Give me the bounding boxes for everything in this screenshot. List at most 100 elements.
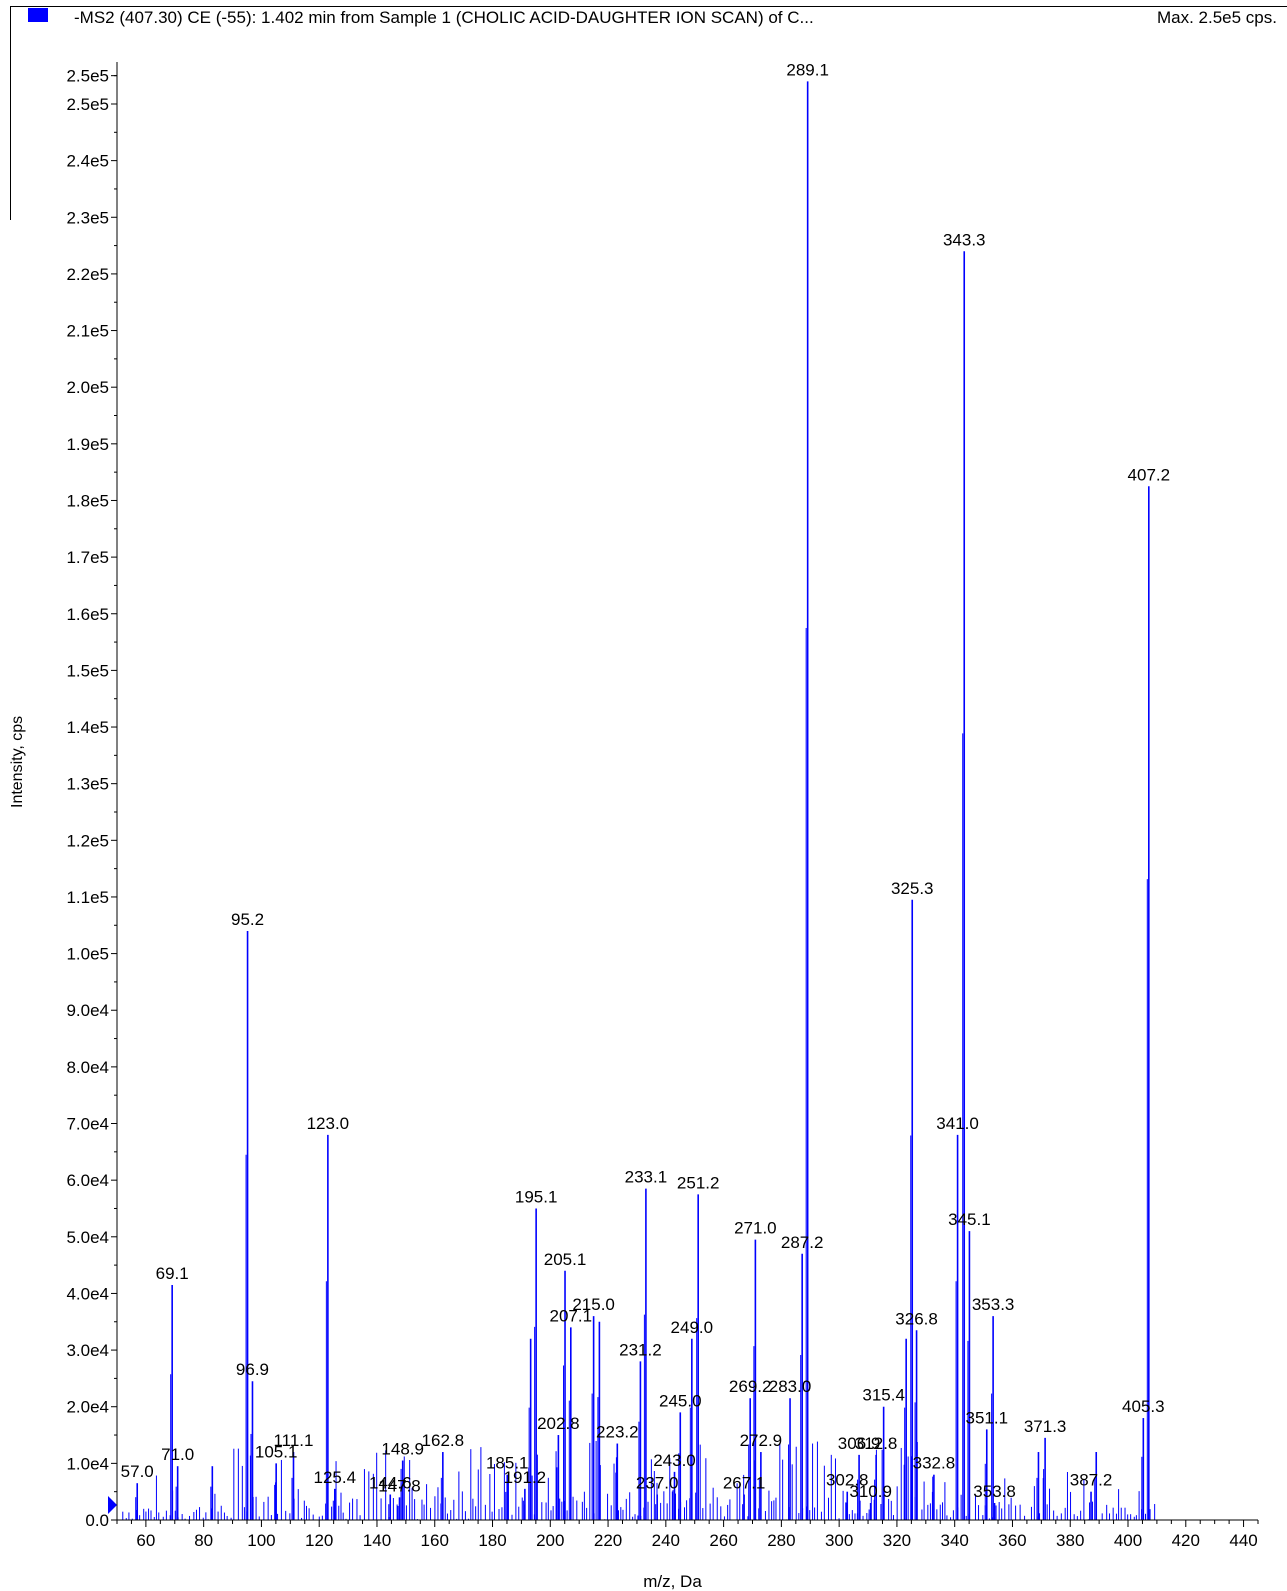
y-tick-label: 1.4e5 (66, 718, 109, 737)
y-tick-label: 1.0e5 (66, 945, 109, 964)
peak-label: 353.8 (973, 1482, 1016, 1501)
peak-label: 69.1 (156, 1264, 189, 1283)
x-tick-label: 140 (363, 1531, 391, 1550)
left-rule (10, 6, 11, 220)
y-tick-label: 1.6e5 (66, 605, 109, 624)
peak-label: 345.1 (948, 1210, 991, 1229)
peak-label: 191.2 (504, 1468, 547, 1487)
peak-label: 125.4 (314, 1468, 357, 1487)
peak-label: 223.2 (596, 1423, 639, 1442)
cursor-marker-icon (108, 1496, 117, 1514)
peak-label: 245.0 (659, 1391, 702, 1410)
y-tick-label: 2.2e5 (66, 265, 109, 284)
y-tick-label: 3.0e4 (66, 1341, 109, 1360)
peak-label: 407.2 (1128, 465, 1171, 484)
top-rule (10, 6, 1287, 7)
x-tick-label: 80 (194, 1531, 213, 1550)
peak-label: 251.2 (677, 1173, 720, 1192)
peak-label: 205.1 (544, 1250, 587, 1269)
peak-label: 233.1 (625, 1168, 668, 1187)
peak-label: 283.0 (769, 1377, 812, 1396)
peak-label: 57.0 (121, 1462, 154, 1481)
x-tick-label: 320 (883, 1531, 911, 1550)
y-tick-label: 1.7e5 (66, 548, 109, 567)
y-tick-label: 2.5e5 (66, 95, 109, 114)
peak-label: 371.3 (1024, 1417, 1067, 1436)
peak-label: 332.8 (913, 1454, 956, 1473)
legend-swatch[interactable] (28, 8, 48, 22)
spectrum-title: -MS2 (407.30) CE (-55): 1.402 min from S… (74, 8, 814, 27)
peak-label: 96.9 (236, 1360, 269, 1379)
peak-label: 310.9 (849, 1482, 892, 1501)
y-tick-label: 2.3e5 (66, 208, 109, 227)
peak-label: 325.3 (891, 879, 934, 898)
max-intensity-label: Max. 2.5e5 cps. (1156, 8, 1277, 27)
peak-bars (122, 81, 1156, 1520)
y-tick-label: 1.3e5 (66, 775, 109, 794)
y-tick-label: 1.1e5 (66, 888, 109, 907)
peak-label: 111.1 (273, 1431, 313, 1450)
y-tick-label: 1.2e5 (66, 831, 109, 850)
x-tick-label: 240 (652, 1531, 680, 1550)
x-axis-label: m/z, Da (643, 1572, 702, 1591)
peak-label: 162.8 (422, 1431, 465, 1450)
y-tick-label: 2.0e5 (66, 378, 109, 397)
x-tick-label: 100 (247, 1531, 275, 1550)
peak-label: 144.6 (369, 1474, 412, 1493)
peak-label: 326.8 (895, 1309, 938, 1328)
y-tick-label: 1.9e5 (66, 435, 109, 454)
y-tick-label: 2.4e5 (66, 152, 109, 171)
x-tick-label: 160 (421, 1531, 449, 1550)
x-tick-label: 120 (305, 1531, 333, 1550)
peak-label: 343.3 (943, 230, 986, 249)
x-tick-label: 380 (1056, 1531, 1084, 1550)
peak-label: 148.9 (381, 1440, 424, 1459)
y-tick-label: 2.1e5 (66, 322, 109, 341)
y-tick-label: 1.8e5 (66, 491, 109, 510)
peak-label: 272.9 (740, 1431, 783, 1450)
y-tick-label: 8.0e4 (66, 1058, 109, 1077)
x-tick-label: 220 (594, 1531, 622, 1550)
x-tick-label: 180 (478, 1531, 506, 1550)
peak-label: 387.2 (1070, 1471, 1113, 1490)
peak-label: 289.1 (786, 60, 829, 79)
peak-label: 71.0 (161, 1445, 194, 1464)
peak-label: 405.3 (1122, 1397, 1165, 1416)
peak-label: 312.8 (855, 1434, 898, 1453)
x-tick-label: 280 (767, 1531, 795, 1550)
peak-label: 267.1 (723, 1474, 766, 1493)
peak-label: 341.0 (936, 1114, 979, 1133)
y-tick-label: 7.0e4 (66, 1115, 109, 1134)
peak-label: 306.9 (838, 1434, 881, 1453)
peak-label: 302.8 (826, 1471, 869, 1490)
y-tick-label: 1.0e4 (66, 1454, 109, 1473)
peak-label: 287.2 (781, 1233, 824, 1252)
peak-label: 249.0 (671, 1318, 714, 1337)
spectrum-header: -MS2 (407.30) CE (-55): 1.402 min from S… (0, 0, 1287, 220)
peak-label: 95.2 (231, 910, 264, 929)
peak-label: 105.1 (255, 1442, 298, 1461)
x-tick-label: 200 (536, 1531, 564, 1550)
peak-label: 243.0 (653, 1451, 696, 1470)
peak-label: 315.4 (862, 1386, 905, 1405)
peak-label: 269.2 (729, 1377, 772, 1396)
y-tick-label: 0.0 (85, 1511, 109, 1530)
peak-label: 147.8 (378, 1476, 421, 1495)
y-tick-label: 2.0e4 (66, 1398, 109, 1417)
peak-label: 231.2 (619, 1340, 662, 1359)
x-tick-label: 340 (941, 1531, 969, 1550)
peak-label: 271.0 (734, 1219, 777, 1238)
peak-label: 195.1 (515, 1187, 558, 1206)
peak-label: 353.3 (972, 1295, 1015, 1314)
y-tick-label: 1.5e5 (66, 661, 109, 680)
peak-label: 202.8 (537, 1414, 580, 1433)
x-tick-label: 300 (825, 1531, 853, 1550)
y-tick-label: 9.0e4 (66, 1001, 109, 1020)
x-tick-label: 260 (709, 1531, 737, 1550)
y-tick-label: 6.0e4 (66, 1171, 109, 1190)
peak-label: 123.0 (307, 1114, 350, 1133)
y-tick-label: 2.5e5 (66, 67, 109, 86)
peak-label: 351.1 (965, 1408, 1008, 1427)
x-tick-label: 60 (136, 1531, 155, 1550)
